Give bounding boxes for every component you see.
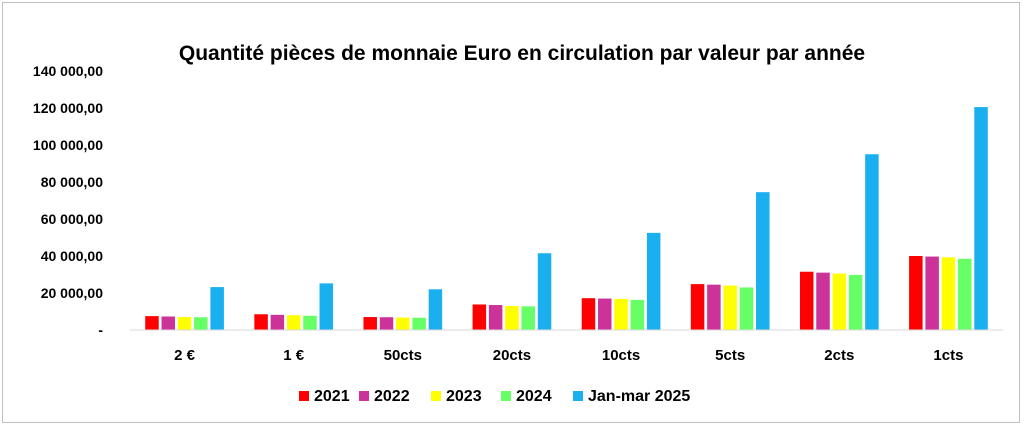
legend-swatch [431,391,441,401]
bar-chart: Quantité pièces de monnaie Euro en circu… [33,42,1003,405]
bar-2024-1 [303,315,317,330]
bar-jan-mar-2025-1 [319,283,334,330]
bar-2021-6 [799,271,814,330]
legend-item-2022: 2022 [359,388,410,405]
bar-2023-0 [177,317,192,330]
bar-2022-4 [598,298,612,330]
bar-jan-mar-2025-5 [756,192,770,330]
bar-2022-5 [707,284,721,330]
category-label: 50cts [384,347,422,364]
y-tick-label: 20 000,00 [41,285,103,301]
bar-2022-3 [488,305,503,330]
category-label: 1 € [283,347,305,364]
bar-2021-3 [472,304,487,330]
chart-title: Quantité pièces de monnaie Euro en circu… [179,42,865,65]
legend-item-2021: 2021 [299,388,350,405]
y-tick-label: 80 000,00 [41,174,103,190]
category-label: 1cts [933,347,963,364]
legend-label: Jan-mar 2025 [588,388,690,405]
bar-jan-mar-2025-6 [865,154,879,330]
bar-2022-1 [270,314,285,330]
bar-2023-7 [941,257,956,330]
bar-2024-3 [521,306,535,330]
bar-2022-2 [379,317,394,330]
bar-2024-0 [194,317,208,330]
x-axis: 2 € 1 € 50cts 20cts 10cts 5cts 2cts 1cts [130,329,1003,364]
bars [145,107,988,330]
bar-2024-5 [739,287,754,330]
legend-item-2024: 2024 [501,388,552,405]
bar-2021-0 [145,316,159,330]
bar-2023-5 [723,285,737,330]
bar-2021-7 [909,256,923,330]
bar-2023-3 [505,305,519,330]
bar-2021-2 [363,317,377,330]
bar-2024-6 [848,274,863,330]
legend-item-2023: 2023 [431,388,482,405]
bar-2023-1 [286,315,301,330]
y-tick-label: 120 000,00 [33,100,103,116]
bar-2024-2 [412,317,426,330]
y-axis: - 20 000,00 40 000,00 60 000,00 80 000,00 100… [33,63,103,338]
legend-label: 2021 [314,388,350,405]
bar-2021-5 [690,284,705,330]
bar-jan-mar-2025-4 [646,232,661,330]
bar-2022-7 [925,256,939,330]
bar-2023-6 [832,273,847,330]
category-label: 10cts [602,347,640,364]
bar-2022-6 [816,272,830,330]
bar-2023-4 [614,298,628,330]
legend-item-jan-mar-2025: Jan-mar 2025 [573,388,690,405]
category-label: 2cts [824,347,854,364]
y-tick-label: 60 000,00 [41,211,103,227]
bar-2022-0 [161,316,176,330]
y-tick-label: 40 000,00 [41,248,103,264]
bar-2023-2 [396,317,410,330]
category-label: 5cts [715,347,745,364]
legend-swatch [299,391,309,401]
legend-swatch [359,391,369,401]
y-tick-label: 100 000,00 [33,137,103,153]
bar-2024-7 [957,258,972,330]
category-label: 20cts [493,347,531,364]
bar-2021-4 [581,298,596,330]
bar-2021-1 [254,314,268,330]
legend-label: 2024 [516,388,552,405]
category-label: 2 € [174,347,196,364]
legend-label: 2023 [446,388,482,405]
legend-swatch [573,391,583,401]
legend: 2021 2022 2023 2024 Jan-mar 2025 [299,388,690,405]
bar-jan-mar-2025-7 [974,107,988,330]
y-tick-label: - [98,322,103,338]
legend-swatch [501,391,511,401]
y-tick-label: 140 000,00 [33,63,103,79]
bar-jan-mar-2025-2 [428,289,443,330]
bar-jan-mar-2025-0 [210,287,224,330]
legend-label: 2022 [374,388,410,405]
bar-jan-mar-2025-3 [537,253,552,330]
bar-2024-4 [630,299,645,330]
